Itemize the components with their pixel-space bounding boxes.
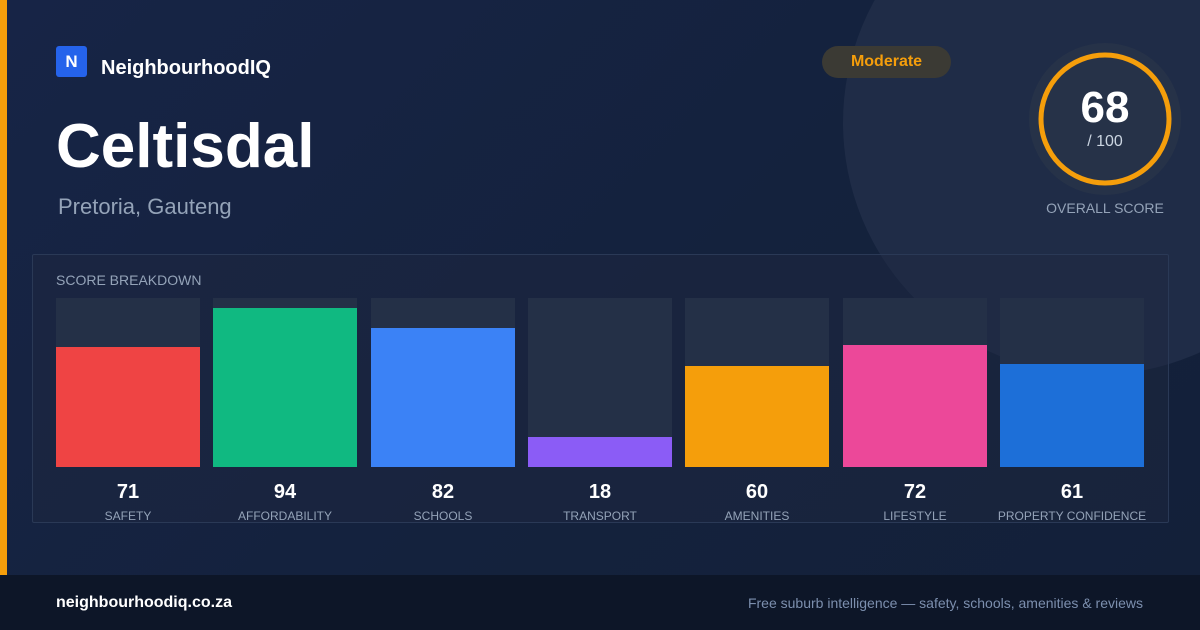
accent-strip (0, 0, 7, 575)
bar-value: 94 (273, 481, 297, 503)
breakdown-bar-property-confidence: 61 PROPERTY CONFIDENCE (998, 298, 1146, 523)
breakdown-title: SCORE BREAKDOWN (56, 272, 202, 288)
bar-track (56, 298, 200, 467)
bar-label: PROPERTY CONFIDENCE (997, 509, 1147, 523)
bar-value: 18 (588, 481, 612, 503)
breakdown-bar-safety: 71 SAFETY (56, 298, 200, 523)
bar-track (685, 298, 829, 467)
bar-label: AFFORDABILITY (237, 509, 332, 523)
bar-value: 72 (903, 481, 927, 503)
bar-track (1000, 298, 1144, 467)
score-ring-graphic (1029, 43, 1181, 195)
bar-fill (528, 437, 672, 467)
breakdown-bar-schools: 82 SCHOOLS (371, 298, 515, 523)
bar-track (843, 298, 987, 467)
footer-domain: neighbourhoodiq.co.za (56, 594, 232, 611)
bar-fill (685, 366, 829, 467)
breakdown-bar-transport: 18 TRANSPORT (528, 298, 672, 523)
bar-track (371, 298, 515, 467)
rating-badge: Moderate (822, 46, 951, 78)
overall-score-label: OVERALL SCORE (1046, 200, 1164, 216)
bar-track (528, 298, 672, 467)
overall-score-ring: 68 / 100 (1028, 42, 1182, 196)
breakdown-bar-affordability: 94 AFFORDABILITY (213, 298, 357, 523)
overall-score-value: 68 (1080, 83, 1130, 132)
bar-track (213, 298, 357, 467)
bar-label: AMENITIES (724, 509, 790, 523)
bar-value: 61 (1060, 481, 1084, 503)
bar-value: 60 (745, 481, 769, 503)
bar-value: 82 (431, 481, 455, 503)
logo-letter: N (65, 51, 78, 71)
score-breakdown-panel: SCORE BREAKDOWN 71 SAFETY 94 AFFORDABILITY 8… (32, 254, 1169, 523)
bar-value: 71 (116, 481, 140, 503)
breakdown-bar-lifestyle: 72 LIFESTYLE (843, 298, 987, 523)
bar-fill (56, 347, 200, 467)
suburb-location: Pretoria, Gauteng (58, 194, 232, 219)
share-card: N NeighbourhoodIQ Celtisdal Pretoria, Ga… (0, 0, 1200, 575)
footer: neighbourhoodiq.co.za Free suburb intell… (0, 575, 1200, 630)
bar-label: SAFETY (104, 509, 152, 523)
brand-name: NeighbourhoodIQ (101, 57, 271, 79)
bar-fill (213, 308, 357, 467)
bar-label: TRANSPORT (563, 509, 637, 523)
bar-label: LIFESTYLE (883, 509, 947, 523)
bar-fill (1000, 364, 1144, 467)
overall-score-max: / 100 (1087, 133, 1123, 150)
brand-logo-icon: N (56, 46, 87, 77)
footer-tagline: Free suburb intelligence — safety, schoo… (747, 595, 1143, 611)
bar-fill (371, 328, 515, 467)
bar-fill (843, 345, 987, 467)
suburb-title: Celtisdal (56, 112, 315, 181)
breakdown-bar-amenities: 60 AMENITIES (685, 298, 829, 523)
bar-label: SCHOOLS (413, 509, 473, 523)
